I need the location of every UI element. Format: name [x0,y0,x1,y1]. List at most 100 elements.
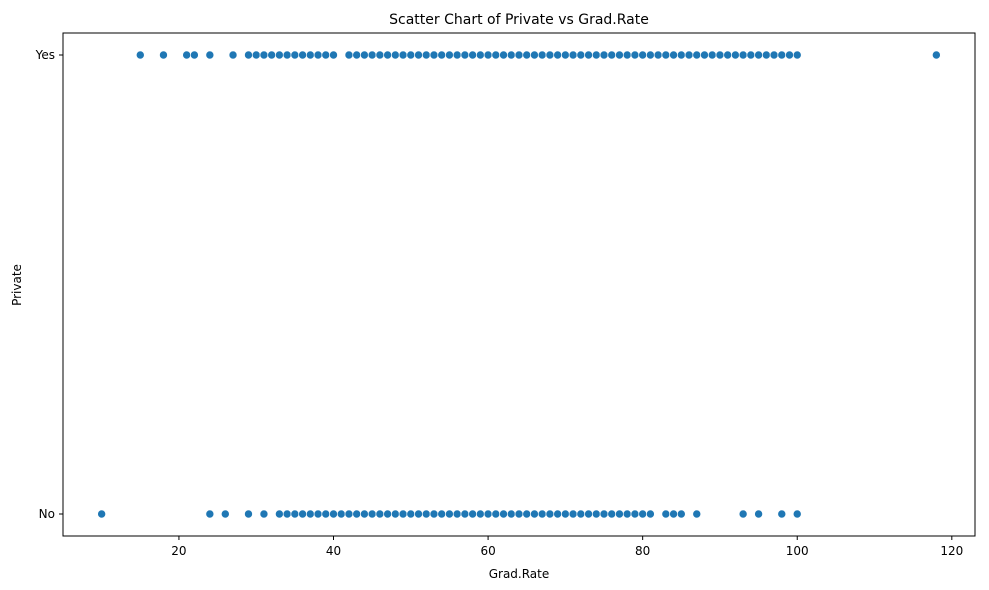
y-axis: No Yes [35,48,63,521]
data-point [159,50,168,60]
data-points [97,50,941,519]
data-point [468,50,477,60]
data-point [336,509,346,519]
data-point [205,509,215,519]
data-point [460,50,470,60]
data-point [754,509,763,519]
chart-title: Scatter Chart of Private vs Grad.Rate [389,12,649,28]
data-point [568,50,578,60]
data-point [398,50,408,60]
data-point [491,50,501,60]
data-point [514,50,524,60]
data-point [692,50,702,60]
data-point [421,50,431,60]
x-tick-label: 40 [326,544,341,558]
data-point [522,509,532,519]
data-point [622,50,632,60]
data-point [321,509,331,519]
data-point [313,509,323,519]
y-tick-label: No [39,507,55,521]
data-point [437,509,447,519]
data-point [576,509,586,519]
data-point [445,509,454,519]
data-point [275,509,284,519]
data-point [429,509,439,519]
x-tick-label: 100 [786,544,809,558]
x-tick-label: 80 [635,544,650,558]
data-point [777,50,787,60]
data-point [375,50,385,60]
data-point [932,50,941,60]
data-point [785,50,794,60]
data-point [182,50,191,60]
data-point [669,509,678,519]
data-point [383,509,392,519]
data-point [630,50,640,60]
data-point [506,509,516,519]
data-point [530,509,539,519]
data-point [97,509,106,519]
data-point [669,50,678,60]
data-point [607,50,617,60]
data-point [352,50,361,60]
data-point [360,50,369,60]
data-point [684,50,694,60]
data-point [429,50,439,60]
data-point [135,50,145,60]
data-point [267,50,276,60]
data-point [414,509,423,519]
data-point [414,50,423,60]
data-point [638,50,647,60]
data-point [522,50,532,60]
data-point [653,50,663,60]
data-point [367,509,377,519]
data-point [591,50,601,60]
data-point [646,50,655,60]
data-point [700,50,709,60]
data-point [762,50,771,60]
data-point [290,50,300,60]
data-point [205,50,215,60]
data-point [615,50,624,60]
data-point [445,50,454,60]
data-point [630,509,640,519]
y-axis-title: Private [10,264,24,306]
x-axis-title: Grad.Rate [489,567,550,581]
data-point [591,509,601,519]
data-point [576,50,586,60]
data-point [375,509,385,519]
data-point [514,509,524,519]
data-point [677,50,686,60]
data-point [290,509,300,519]
data-point [754,50,763,60]
data-point [553,50,562,60]
data-point [306,50,315,60]
data-point [228,50,238,60]
data-point [738,509,748,519]
data-point [391,50,400,60]
data-point [190,50,199,60]
data-point [677,509,686,519]
data-point [707,50,717,60]
data-point [398,509,408,519]
data-point [561,50,570,60]
data-point [483,50,493,60]
data-point [584,509,593,519]
data-point [352,509,361,519]
data-point [738,50,748,60]
data-point [661,50,671,60]
data-point [599,50,609,60]
data-point [506,50,516,60]
data-point [282,50,292,60]
x-axis: 20 40 60 80 100 120 [171,536,963,558]
data-point [460,509,470,519]
data-point [437,50,447,60]
data-point [468,509,477,519]
data-point [792,50,802,60]
data-point [344,509,354,519]
data-point [452,509,462,519]
data-point [221,509,230,519]
data-point [306,509,315,519]
data-point [383,50,392,60]
y-tick-label: Yes [35,48,55,62]
